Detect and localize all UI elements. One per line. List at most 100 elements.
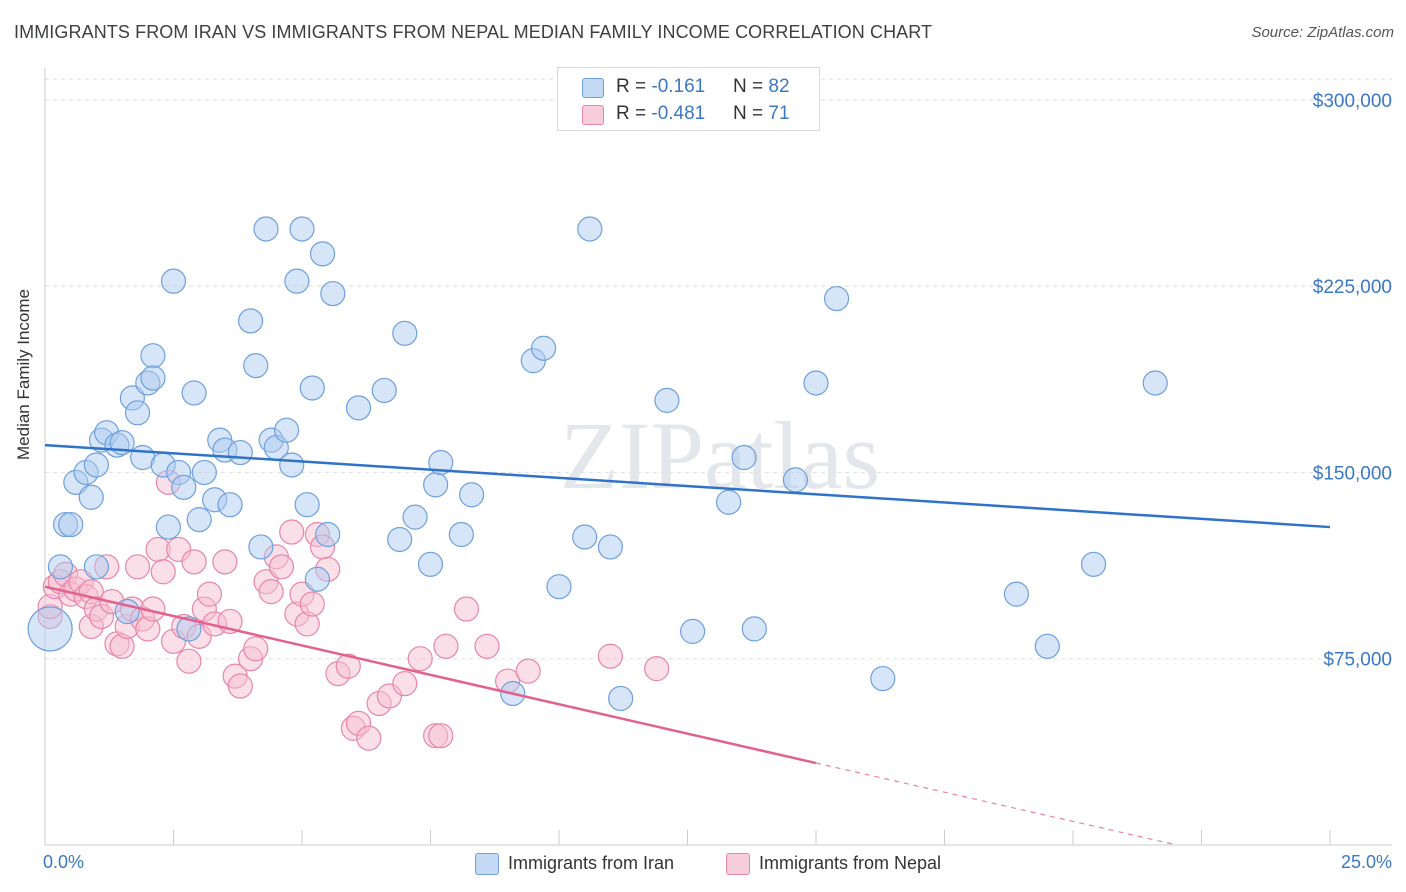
nepal-point (124, 554, 151, 580)
y-tick-labels: $75,000 $150,000 $225,000 $300,000 (1313, 91, 1392, 671)
nepal-point (279, 519, 305, 545)
iran-point (654, 387, 680, 413)
x-tick-label-min: 0.0% (43, 852, 85, 872)
iran-point (83, 452, 110, 478)
nepal-r-label: R = (616, 103, 652, 124)
iran-point (680, 618, 706, 644)
iran-point (176, 616, 202, 642)
iran-point (47, 554, 74, 580)
iran-point (114, 598, 140, 625)
nepal-point (515, 658, 541, 684)
y-tick-label: $300,000 (1313, 91, 1392, 112)
legend-iran-swatch (475, 853, 499, 875)
nepal-point (243, 636, 269, 662)
iran-point (309, 241, 336, 267)
legend-nepal-swatch (726, 853, 750, 875)
iran-point (423, 472, 449, 498)
nepal-point (181, 549, 207, 575)
iran-point (803, 370, 829, 396)
iran-point (304, 566, 331, 592)
legend-iran-label: Immigrants from Iran (508, 853, 675, 873)
nepal-point (433, 633, 459, 659)
iran-point (731, 444, 757, 471)
iran-point (1080, 551, 1107, 577)
iran-point (294, 492, 320, 518)
iran-point (577, 216, 603, 242)
iran-point (1003, 581, 1030, 607)
iran-point (83, 554, 110, 580)
nepal-trend-extension (815, 762, 1178, 846)
iran-point (608, 685, 634, 712)
iran-point (392, 320, 418, 346)
legend-row-iran: R = -0.161 N = 82 (558, 74, 819, 100)
iran-point (140, 343, 166, 369)
iran-point (58, 511, 84, 538)
iran-point (428, 449, 454, 476)
nepal-point (268, 554, 295, 580)
iran-point (155, 514, 181, 540)
nepal-point (176, 648, 202, 674)
iran-point (823, 285, 850, 312)
iran-point (186, 507, 212, 533)
x-tick-label-max: 25.0% (1340, 852, 1392, 872)
y-tick-label: $75,000 (1323, 650, 1392, 671)
nepal-point (597, 643, 624, 669)
iran-point (448, 521, 474, 548)
iran-point (27, 606, 73, 652)
legend-row-nepal: R = -0.481 N = 71 (558, 101, 819, 127)
nepal-point (150, 559, 176, 585)
nepal-point (299, 591, 325, 617)
nepal-point (356, 725, 382, 751)
nepal-n-label: N = (733, 103, 769, 124)
iran-point (273, 417, 300, 443)
iran-point (320, 280, 346, 307)
iran-swatch (582, 78, 604, 98)
nepal-point (196, 581, 223, 607)
iran-point (78, 484, 104, 510)
iran-point (253, 216, 279, 242)
iran-point (459, 482, 485, 508)
iran-point (371, 377, 397, 404)
nepal-point (258, 579, 284, 605)
nepal-point (644, 656, 670, 682)
iran-point (870, 665, 896, 692)
iran-point (289, 216, 315, 242)
iran-point (1034, 633, 1060, 659)
iran-point (238, 308, 264, 334)
iran-n-label: N = (733, 76, 769, 97)
iran-point (782, 467, 809, 493)
nepal-point (474, 633, 500, 659)
iran-point (597, 534, 624, 560)
iran-point (402, 504, 428, 530)
iran-point (572, 524, 598, 550)
y-tick-label: $150,000 (1313, 463, 1392, 484)
nepal-n-value: 71 (768, 103, 790, 124)
nepal-point (227, 673, 253, 699)
nepal-trend-line (44, 585, 817, 765)
iran-point (140, 365, 166, 391)
iran-point (160, 268, 187, 294)
iran-point (546, 574, 572, 600)
chart-title: IMMIGRANTS FROM IRAN VS IMMIGRANTS FROM … (14, 22, 933, 42)
correlation-legend: R = -0.161 N = 82 R = -0.481 N = 71 (557, 67, 820, 131)
iran-point (124, 400, 151, 426)
watermark: ZIPatlas (560, 402, 880, 509)
iran-r-value: -0.161 (651, 76, 706, 97)
iran-r-label: R = (616, 76, 652, 97)
iran-trend-line (44, 443, 1331, 529)
iran-point (716, 489, 742, 515)
iran-n-value: 82 (768, 76, 790, 97)
iran-point (227, 439, 253, 466)
iran-point (279, 452, 305, 478)
legend-nepal-label: Immigrants from Nepal (759, 853, 942, 873)
iran-point (315, 521, 341, 548)
nepal-point (392, 670, 418, 697)
iran-point (171, 474, 197, 500)
iran-point (181, 380, 207, 406)
nepal-r-value: -0.481 (651, 103, 706, 124)
y-tick-label: $225,000 (1313, 277, 1392, 298)
nepal-point (453, 596, 480, 622)
iran-point (191, 459, 217, 486)
iran-point (741, 616, 767, 642)
